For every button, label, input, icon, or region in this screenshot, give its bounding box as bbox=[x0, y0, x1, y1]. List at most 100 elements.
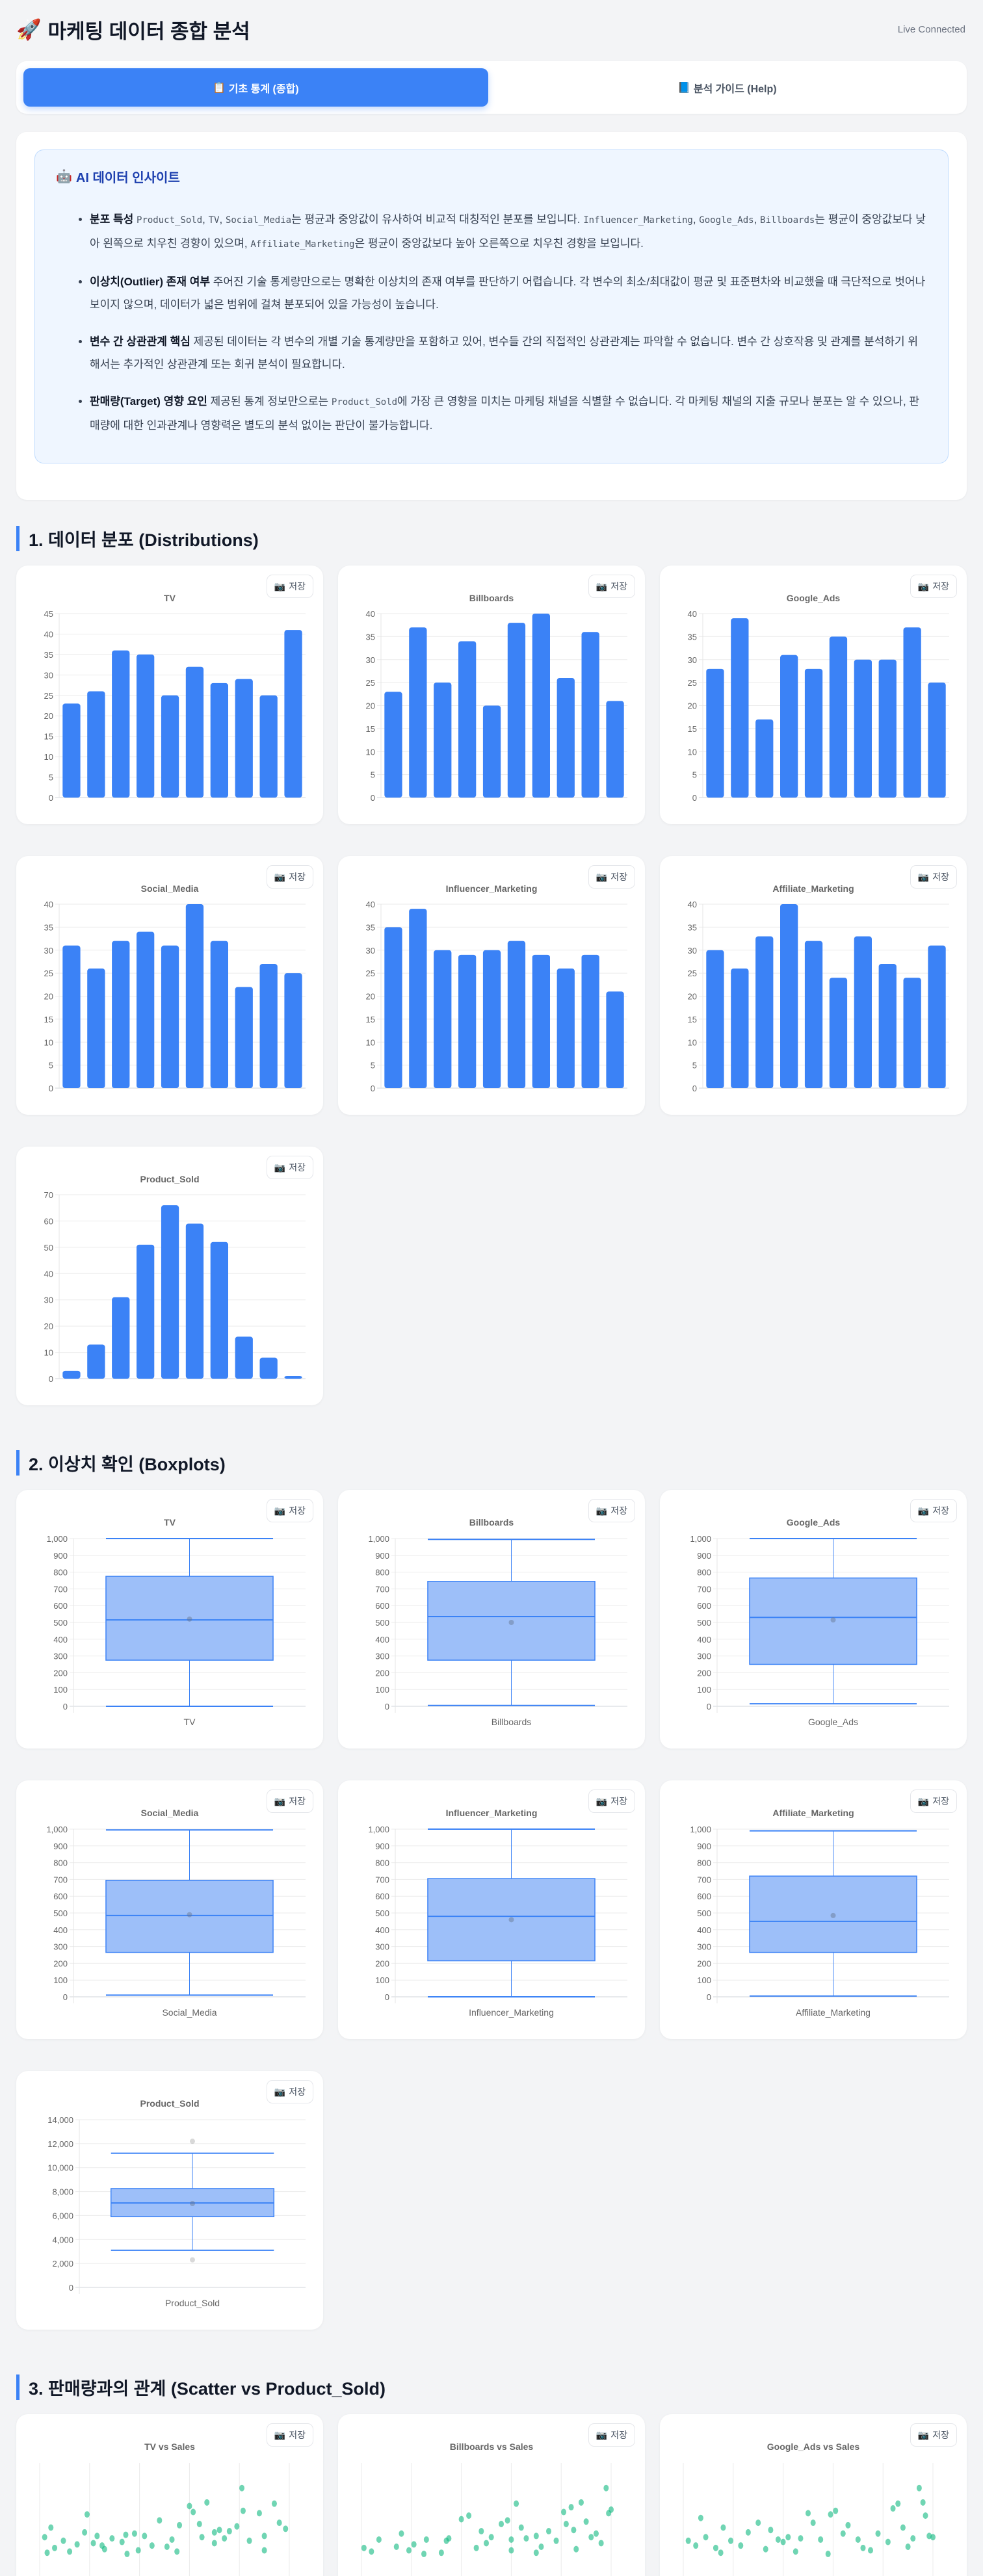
y-tick-label: 0 bbox=[707, 1992, 711, 2002]
boxplot-charts: 📷 저장 TV 0 100 200 300 400 500 600 700 800 900 1,000 TV… bbox=[16, 1490, 967, 2330]
save-chart-button[interactable]: 📷 저장 bbox=[266, 865, 313, 889]
insight-text: 주어진 기술 통계량만으로는 명확한 이상치의 존재 여부를 판단하기 어렵습니… bbox=[90, 276, 926, 311]
histogram-bar bbox=[62, 1370, 81, 1379]
save-label: 저장 bbox=[289, 1796, 306, 1806]
scatter-point bbox=[763, 2545, 768, 2553]
histogram-bar bbox=[928, 945, 946, 1088]
mean-point bbox=[508, 1620, 514, 1625]
y-tick-label: 200 bbox=[375, 1668, 389, 1678]
save-chart-button[interactable]: 📷 저장 bbox=[910, 2423, 957, 2447]
scatter-point bbox=[458, 2516, 464, 2523]
histogram-bar bbox=[928, 683, 946, 798]
histogram-bar bbox=[137, 654, 155, 798]
y-tick-label: 0 bbox=[49, 1084, 53, 1093]
histogram-bar bbox=[780, 655, 798, 798]
save-chart-button[interactable]: 📷 저장 bbox=[266, 2423, 313, 2447]
scatter-point bbox=[583, 2518, 589, 2525]
y-tick-label: 0 bbox=[371, 1084, 375, 1093]
save-chart-button[interactable]: 📷 저장 bbox=[266, 2080, 313, 2103]
histogram-chart-svg: Affiliate_Marketing 0 5 10 15 20 25 30 35 40 bbox=[688, 883, 949, 1093]
y-tick-label: 15 bbox=[44, 732, 53, 742]
scatter-point bbox=[276, 2519, 282, 2527]
save-chart-button[interactable]: 📷 저장 bbox=[910, 1499, 957, 1522]
histogram-bar bbox=[210, 683, 228, 798]
scatter-point bbox=[421, 2551, 426, 2558]
y-tick-label: 50 bbox=[44, 1243, 53, 1253]
iqr-box bbox=[749, 1577, 917, 1665]
scatter-point bbox=[499, 2520, 505, 2527]
boxplot-chart-svg: Affiliate_Marketing 0 100 200 300 400 500 600 70… bbox=[690, 1808, 949, 2018]
insight-label: 분포 특성 bbox=[90, 213, 137, 226]
y-tick-label: 40 bbox=[688, 900, 697, 909]
y-tick-label: 30 bbox=[688, 946, 697, 956]
y-tick-label: 300 bbox=[375, 1942, 389, 1952]
y-tick-label: 5 bbox=[49, 1061, 53, 1071]
y-tick-label: 5 bbox=[371, 1061, 375, 1071]
iqr-box bbox=[427, 1581, 596, 1661]
save-chart-button[interactable]: 📷 저장 bbox=[588, 575, 635, 598]
chart-title: Billboards vs Sales bbox=[450, 2441, 534, 2452]
tab-basic-stats[interactable]: 📋 기초 통계 (종합) bbox=[23, 68, 488, 107]
save-chart-button[interactable]: 📷 저장 bbox=[266, 1499, 313, 1522]
histogram-bar bbox=[210, 1242, 228, 1379]
y-tick-label: 5 bbox=[371, 770, 375, 780]
insight-label: 판매량(Target) 영향 요인 bbox=[90, 395, 211, 408]
chart-title: TV vs Sales bbox=[144, 2441, 195, 2452]
save-chart-button[interactable]: 📷 저장 bbox=[588, 2423, 635, 2447]
histogram-bar bbox=[137, 931, 155, 1088]
scatter-point bbox=[860, 2544, 866, 2551]
scatter-point bbox=[718, 2549, 724, 2556]
y-tick-label: 200 bbox=[53, 1668, 68, 1678]
histogram-chart-card: 📷 저장 Billboards 0 5 10 15 20 25 30 35 40 bbox=[338, 566, 645, 824]
save-chart-button[interactable]: 📷 저장 bbox=[266, 1156, 313, 1179]
scatter-point bbox=[177, 2521, 183, 2529]
mean-point bbox=[508, 1917, 514, 1923]
scatter-point bbox=[211, 2529, 217, 2536]
scatter-point bbox=[44, 2549, 50, 2556]
histogram-bar bbox=[557, 969, 575, 1088]
y-tick-label: 15 bbox=[366, 724, 375, 734]
y-tick-label: 12,000 bbox=[47, 2139, 73, 2149]
histogram-chart-svg: Social_Media 0 5 10 15 20 25 30 35 40 bbox=[44, 883, 306, 1093]
mean-point bbox=[190, 2201, 195, 2206]
histogram-bar bbox=[284, 1375, 302, 1379]
chart-title: Billboards bbox=[469, 1517, 514, 1528]
save-chart-button[interactable]: 📷 저장 bbox=[588, 1499, 635, 1522]
scatter-point bbox=[720, 2524, 726, 2531]
scatter-point bbox=[94, 2532, 100, 2540]
scatter-point bbox=[131, 2530, 137, 2537]
y-tick-label: 600 bbox=[53, 1892, 68, 1901]
scatter-point bbox=[798, 2535, 804, 2542]
save-chart-button[interactable]: 📷 저장 bbox=[588, 865, 635, 889]
y-tick-label: 700 bbox=[697, 1584, 711, 1594]
save-chart-button[interactable]: 📷 저장 bbox=[910, 575, 957, 598]
histogram-bar bbox=[804, 941, 823, 1088]
boxplot-chart-svg: Billboards 0 100 200 300 400 500 600 700 800 900 1,… bbox=[368, 1517, 627, 1727]
save-chart-button[interactable]: 📷 저장 bbox=[588, 1789, 635, 1813]
save-chart-button[interactable]: 📷 저장 bbox=[910, 1789, 957, 1813]
scatter-point bbox=[406, 2547, 412, 2554]
tab-analysis-guide[interactable]: 📘 분석 가이드 (Help) bbox=[495, 68, 960, 107]
outlier-point bbox=[190, 2139, 195, 2144]
y-tick-label: 0 bbox=[692, 1084, 697, 1093]
scatter-point bbox=[411, 2541, 417, 2548]
histogram-bar bbox=[854, 659, 872, 798]
y-tick-label: 20 bbox=[688, 992, 697, 1002]
save-chart-button[interactable]: 📷 저장 bbox=[266, 1789, 313, 1813]
chart-title: Influencer_Marketing bbox=[446, 883, 538, 894]
save-label: 저장 bbox=[610, 872, 627, 882]
save-chart-button[interactable]: 📷 저장 bbox=[910, 865, 957, 889]
save-chart-button[interactable]: 📷 저장 bbox=[266, 575, 313, 598]
insight-item: 판매량(Target) 영향 요인 제공된 통계 정보만으로는 Product_… bbox=[90, 390, 927, 437]
histogram-bar bbox=[434, 683, 452, 798]
scatter-point bbox=[466, 2512, 472, 2519]
insight-text: , bbox=[754, 213, 761, 226]
y-tick-label: 10,000 bbox=[47, 2163, 73, 2173]
scatter-point bbox=[875, 2530, 881, 2537]
insight-text: 제공된 데이터는 각 변수의 개별 기술 통계량만을 포함하고 있어, 변수들 … bbox=[90, 335, 918, 371]
y-tick-label: 700 bbox=[53, 1875, 68, 1884]
y-tick-label: 0 bbox=[692, 793, 697, 803]
y-tick-label: 0 bbox=[63, 1702, 68, 1711]
histogram-bar bbox=[731, 618, 749, 798]
y-tick-label: 20 bbox=[44, 1321, 53, 1331]
